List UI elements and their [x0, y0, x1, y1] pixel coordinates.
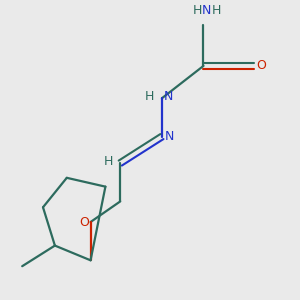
Text: O: O	[256, 59, 266, 72]
Text: N: N	[202, 4, 211, 17]
Text: H: H	[145, 90, 154, 103]
Text: O: O	[79, 215, 89, 229]
Text: H: H	[103, 155, 113, 168]
Text: N: N	[164, 90, 173, 103]
Text: H: H	[211, 4, 221, 17]
Text: N: N	[164, 130, 174, 143]
Text: H: H	[192, 4, 202, 17]
